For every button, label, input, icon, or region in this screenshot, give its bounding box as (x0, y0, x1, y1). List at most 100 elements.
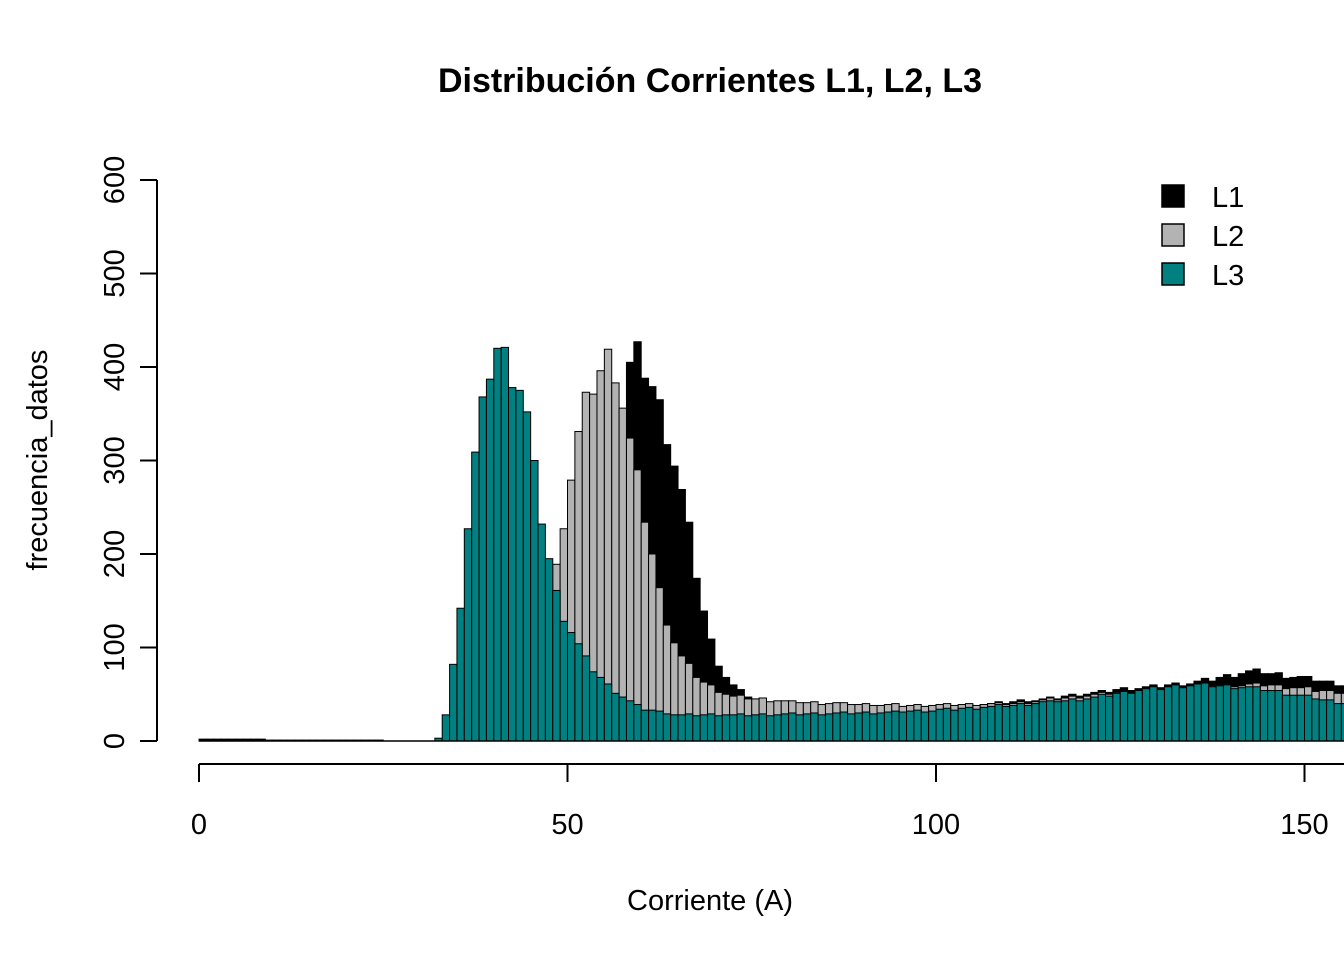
bar-l3 (1186, 685, 1195, 742)
bar-l3 (1097, 693, 1107, 742)
bar-l3 (618, 696, 627, 742)
bar-l3 (1023, 704, 1033, 742)
bar-l3 (920, 711, 930, 742)
bar-l3 (721, 714, 731, 742)
bar-l3 (1252, 686, 1261, 742)
bar-l3 (603, 683, 613, 742)
legend-label-l1: L1 (1212, 182, 1244, 214)
bar-l3 (906, 710, 915, 742)
x-tick-label: 50 (551, 809, 583, 841)
bar-l3 (950, 709, 959, 742)
bar-l3 (1075, 700, 1084, 742)
bar-l3 (869, 713, 878, 742)
bar-l3 (1060, 700, 1070, 742)
bar-l3 (810, 712, 819, 742)
bar-l3 (817, 714, 826, 742)
legend-label-l3: L3 (1212, 260, 1244, 292)
bar-l3 (1127, 692, 1136, 742)
bar-l3 (839, 711, 849, 742)
bar-l3 (692, 715, 701, 742)
bar-l3 (508, 387, 517, 742)
bar-l3 (1141, 688, 1151, 742)
bar-l3 (567, 632, 576, 742)
bar-l3 (1016, 703, 1025, 742)
bar-l3 (1163, 686, 1173, 742)
bar-l2 (611, 382, 620, 742)
bar-l3 (1333, 703, 1342, 742)
bar-l3 (677, 714, 686, 742)
bar-l3 (1245, 686, 1254, 742)
bar-l3 (898, 711, 908, 742)
bar-l3 (1178, 687, 1188, 742)
bar-l3 (478, 396, 487, 742)
bar-l3 (530, 460, 539, 742)
bar-l3 (765, 715, 775, 742)
bar-l3 (1281, 694, 1291, 742)
bar-l3 (1230, 688, 1239, 742)
bar-l3 (1001, 705, 1011, 742)
bar-l3 (1082, 698, 1092, 742)
bar-l3 (861, 711, 871, 742)
bar-l3 (574, 643, 583, 742)
bar-l3 (1237, 687, 1247, 742)
bar-l3 (456, 607, 465, 742)
bar-l3 (1222, 684, 1232, 742)
bar-l3 (463, 528, 473, 742)
bar-l3 (1296, 694, 1306, 742)
bar-l3 (802, 713, 812, 742)
bar-l2 (603, 348, 613, 742)
bar-l3 (1134, 690, 1143, 742)
bar-l3 (611, 692, 620, 742)
bar-l3 (832, 712, 841, 742)
bar-l3 (633, 704, 642, 742)
bar-l3 (714, 715, 723, 742)
bar-l3 (751, 714, 760, 742)
bar-l3 (1068, 698, 1077, 742)
bar-l3 (883, 711, 893, 742)
x-axis-label: Corriente (A) (627, 885, 793, 917)
bar-l3 (522, 411, 532, 742)
bar-l3 (662, 713, 672, 742)
bar-l3 (1311, 698, 1320, 742)
y-tick-label: 500 (99, 249, 131, 297)
bar-l3 (780, 713, 790, 742)
bar-l3 (449, 663, 458, 742)
bar-l3 (544, 558, 554, 742)
bar-l3 (596, 676, 605, 742)
bar-l3 (788, 712, 797, 742)
bar-l3 (1340, 703, 1344, 742)
bar-l3 (1259, 690, 1269, 742)
y-tick-label: 100 (99, 623, 131, 671)
bar-l3 (935, 708, 944, 742)
bar-l3 (1200, 682, 1210, 742)
bar-l3 (500, 346, 510, 742)
bar-l3 (1090, 696, 1099, 742)
bar-l3 (736, 713, 745, 742)
bar-l3 (854, 712, 863, 742)
bar-l3 (1304, 694, 1313, 742)
x-tick-label: 100 (912, 809, 960, 841)
bar-l3 (1149, 686, 1158, 742)
chart-title: Distribución Corrientes L1, L2, L3 (438, 62, 982, 100)
bar-l3 (552, 589, 561, 742)
legend: L1 L2 L3 (1161, 182, 1244, 292)
bar-l2 (618, 407, 627, 742)
y-tick-label: 600 (99, 156, 131, 204)
bars-layer (198, 341, 1344, 742)
bar-l3 (1119, 690, 1129, 742)
bar-l3 (581, 655, 591, 742)
bar-l3 (957, 707, 966, 742)
bar-l3 (972, 708, 981, 742)
bar-l2 (640, 521, 650, 742)
bar-l3 (1046, 700, 1055, 742)
bar-l3 (1208, 686, 1217, 742)
y-tick-label: 400 (99, 343, 131, 391)
y-axis: 0 100 200 300 400 500 600 (99, 156, 158, 749)
bar-l3 (1112, 692, 1121, 742)
bar-l3 (979, 706, 989, 742)
bar-l3 (515, 389, 524, 742)
bar-l3 (640, 709, 650, 742)
bar-l3 (994, 704, 1003, 742)
bar-l2 (625, 437, 635, 742)
bar-l3 (684, 713, 694, 742)
